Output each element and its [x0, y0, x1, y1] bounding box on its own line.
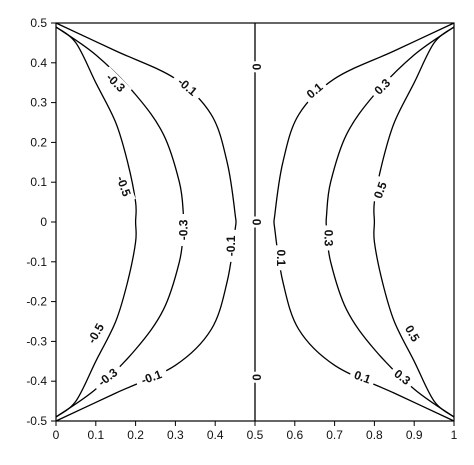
x-tick-label: 0.8 [366, 428, 383, 442]
contour-label-background [99, 66, 132, 99]
y-tick-label: -0.2 [26, 295, 47, 309]
x-tick-label: 0.9 [406, 428, 423, 442]
y-tick-label: 0.5 [30, 16, 47, 30]
contour-label-background [399, 319, 425, 348]
contour-label: 0 [250, 63, 264, 70]
contour-label-group: 0 [249, 216, 264, 228]
contour-label-group: 0.5 [369, 176, 392, 205]
x-tick-label: 0.1 [87, 428, 104, 442]
x-tick-label: 0.5 [247, 428, 264, 442]
contour-label: 0 [250, 218, 264, 225]
contour-label-group: -0.5 [111, 168, 136, 204]
x-axis: 0 0.1 0.2 0.3 0.4 0.5 0.6 0.7 0.8 0.9 1 [53, 421, 458, 442]
y-tick-label: -0.4 [26, 374, 47, 388]
contour-label-group: 0.3 [388, 364, 417, 391]
x-tick-label: 1 [451, 428, 458, 442]
y-tick-label: 0 [40, 215, 47, 229]
contour-label-group: -0.1 [134, 365, 169, 390]
contour-label: 0.1 [352, 368, 373, 387]
contour-line--0.5 [55, 26, 137, 418]
contour-line-0.1 [273, 22, 455, 422]
contour-label: -0.1 [224, 235, 238, 256]
contour-label: 0.1 [274, 249, 288, 266]
contour-label-background [176, 213, 191, 246]
contour-label-group: 0.1 [348, 366, 377, 389]
contour-label: -0.5 [114, 174, 134, 199]
contour-label-group: 0 [249, 61, 264, 73]
y-tick-label: -0.3 [26, 334, 47, 348]
contour-label-group: -0.3 [90, 361, 125, 393]
contour-label-background [368, 72, 397, 101]
contour-label: 0 [250, 374, 264, 381]
contour-label-background [170, 71, 205, 103]
contour-label-group: 0 [249, 371, 264, 383]
contour-label-background [369, 176, 392, 205]
contour-label-background [111, 168, 136, 204]
y-tick-label: -0.1 [26, 255, 47, 269]
contour-label-group: 0.1 [273, 245, 288, 271]
y-axis: 0.5 0.4 0.3 0.2 0.1 0 -0.1 -0.2 -0.3 -0.4 -0.5 [26, 16, 56, 428]
y-tick-label: 0.3 [30, 96, 47, 110]
contour-label: -0.3 [176, 219, 190, 240]
x-tick-label: 0.6 [286, 428, 303, 442]
contour-label-background [81, 316, 110, 351]
contour-label-group: 0.3 [321, 225, 336, 251]
contour-label-group: -0.1 [170, 71, 205, 103]
y-tick-label: 0.4 [30, 56, 47, 70]
contour-label-background [348, 366, 377, 389]
contour-label-group: -0.1 [224, 229, 239, 262]
contour-label-background [249, 216, 264, 228]
y-tick-label: -0.5 [26, 414, 47, 428]
contour-label-background [224, 229, 239, 262]
y-tick-label: 0.1 [30, 175, 47, 189]
contour-label: 0.5 [371, 180, 390, 201]
y-tick-label: 0.2 [30, 135, 47, 149]
contour-label-background [249, 371, 264, 383]
x-tick-label: 0.7 [326, 428, 343, 442]
x-tick-label: 0 [53, 428, 60, 442]
contour-label-background [90, 361, 125, 393]
contour-label-background [321, 225, 336, 251]
contour-label-background [134, 365, 169, 390]
contour-label-background [300, 77, 329, 105]
contour-label: -0.1 [139, 367, 164, 387]
contour-label-group: -0.3 [99, 66, 132, 99]
contour-label-background [249, 61, 264, 73]
x-tick-label: 0.4 [207, 428, 224, 442]
contour-line--0.1 [55, 22, 237, 422]
contour-label-group: -0.3 [176, 213, 191, 246]
contour-label-group: 0.5 [399, 319, 425, 348]
x-tick-label: 0.3 [167, 428, 184, 442]
contour-label-group: 0.1 [300, 77, 329, 105]
contour-label-background [273, 245, 288, 271]
contour-line-0.5 [373, 26, 455, 418]
x-tick-label: 0.2 [127, 428, 144, 442]
contour-labels: -0.3 -0.1 0 0.1 0.3 -0.5 -0.3 -0.1 0 0.1 0.3 0.5 -0.… [81, 61, 425, 393]
contour-label-group: -0.5 [81, 316, 110, 351]
contour-label-background [388, 364, 417, 391]
contour-label: 0.3 [322, 230, 336, 247]
